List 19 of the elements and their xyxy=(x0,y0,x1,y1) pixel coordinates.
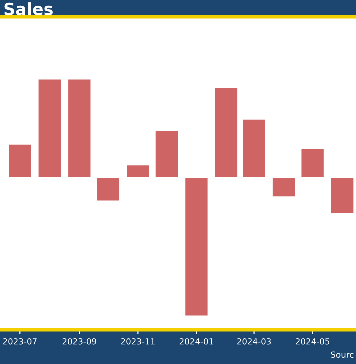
bar xyxy=(68,78,92,178)
chart-title: Sales xyxy=(4,2,53,16)
x-tick-label: 2023-09 xyxy=(62,338,96,345)
bar xyxy=(96,177,120,202)
bar xyxy=(214,87,238,178)
text: Sourc xyxy=(331,352,354,358)
bar xyxy=(184,177,209,317)
bar xyxy=(242,119,266,178)
bar xyxy=(38,78,62,178)
x-tick-label: 2023-07 xyxy=(3,338,37,345)
bar xyxy=(126,164,150,178)
x-tick-label: 2024-03 xyxy=(237,338,272,345)
bar xyxy=(155,130,179,178)
x-tick-label: 2023-11 xyxy=(121,338,155,345)
x-tick-label: 2024-01 xyxy=(180,338,214,345)
bar xyxy=(272,177,296,198)
bar xyxy=(8,144,32,178)
bar xyxy=(300,148,325,178)
x-tick-label: 2024-05 xyxy=(296,338,330,345)
